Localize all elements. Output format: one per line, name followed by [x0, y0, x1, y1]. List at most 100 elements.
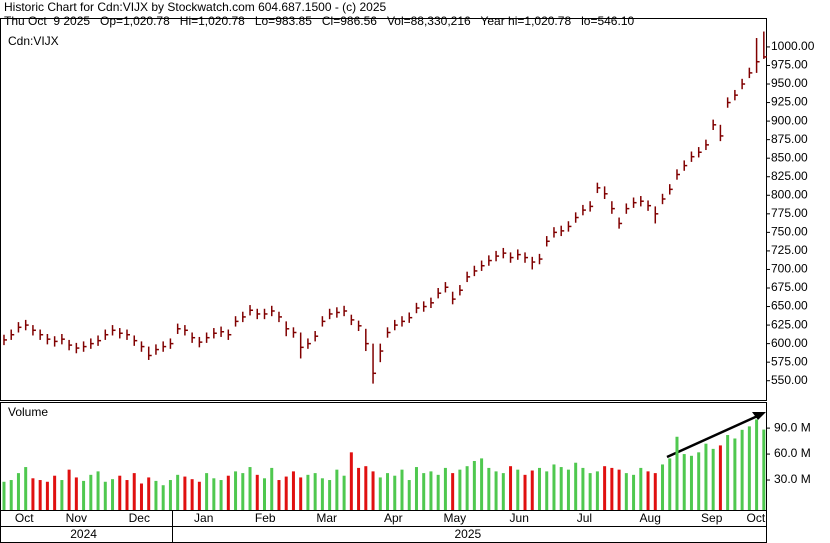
- y-tick-label: 750.00: [771, 225, 808, 239]
- volume-bar: [219, 480, 223, 510]
- volume-bar: [60, 480, 64, 510]
- volume-bar: [595, 471, 599, 510]
- y-tick-label: 700.00: [771, 262, 808, 276]
- volume-bar: [566, 469, 570, 510]
- volume-bar: [364, 466, 368, 510]
- volume-bar: [733, 438, 737, 510]
- volume-bar: [436, 474, 440, 510]
- x-tick-label: Dec: [129, 511, 150, 525]
- volume-bar: [704, 443, 708, 510]
- y-tick-label: 950.00: [771, 76, 808, 90]
- volume-bar: [624, 473, 628, 510]
- volume-bar: [328, 480, 332, 510]
- y-tick-label: 675.00: [771, 280, 808, 294]
- volume-bar: [632, 474, 636, 510]
- volume-bar: [610, 467, 614, 510]
- x-tick-label: Jul: [577, 511, 592, 525]
- year-label: 2024: [70, 527, 97, 541]
- volume-bar: [53, 475, 57, 510]
- y-tick-label: 975.00: [771, 58, 808, 72]
- volume-bar: [96, 471, 100, 510]
- x-tick-label: Oct: [15, 511, 34, 525]
- volume-bar: [740, 429, 744, 510]
- volume-bar: [581, 467, 585, 510]
- volume-bar: [480, 458, 484, 510]
- volume-bar: [234, 471, 238, 510]
- volume-bar: [603, 466, 607, 510]
- x-tick-label: Feb: [255, 511, 276, 525]
- header-line: Thu Oct 9 2025 Op=1,020.78 Hi=1,020.78 L…: [4, 14, 634, 28]
- trend-arrow: [752, 412, 766, 420]
- x-tick-label: Sep: [701, 511, 723, 525]
- volume-bar: [161, 485, 165, 510]
- volume-bar: [414, 467, 418, 510]
- volume-bar: [487, 467, 491, 510]
- volume-bar: [371, 471, 375, 510]
- volume-bar: [530, 470, 534, 510]
- volume-bar: [31, 478, 35, 510]
- volume-bar: [270, 467, 274, 510]
- volume-bar: [668, 458, 672, 510]
- volume-bar: [82, 480, 86, 510]
- year-label: 2025: [454, 527, 481, 541]
- y-tick-label: 60.0 M: [774, 446, 811, 460]
- y-tick-label: 575.00: [771, 354, 808, 368]
- volume-bar: [675, 436, 679, 510]
- volume-bar: [422, 473, 426, 510]
- price-frame: [0, 18, 767, 401]
- volume-bar: [291, 471, 295, 510]
- y-tick-label: 90.0 M: [774, 420, 811, 434]
- volume-bar: [407, 480, 411, 510]
- volume-bar: [465, 466, 469, 510]
- volume-bar: [38, 480, 42, 510]
- y-tick-label: 800.00: [771, 187, 808, 201]
- volume-bar: [588, 473, 592, 510]
- volume-bar: [697, 452, 701, 510]
- volume-bar: [111, 479, 115, 510]
- y-tick-label: 875.00: [771, 132, 808, 146]
- y-tick-label: 900.00: [771, 113, 808, 127]
- volume-bar: [16, 473, 20, 510]
- y-tick-label: 30.0 M: [774, 472, 811, 486]
- volume-bar: [205, 473, 209, 510]
- volume-bar: [299, 477, 303, 510]
- y-tick-label: 725.00: [771, 243, 808, 257]
- volume-bar: [89, 474, 93, 510]
- volume-bar: [689, 455, 693, 510]
- volume-bar: [197, 481, 201, 510]
- volume-bar: [545, 471, 549, 510]
- y-tick-label: 600.00: [771, 336, 808, 350]
- volume-bar: [74, 477, 78, 510]
- x-tick-label: Apr: [384, 511, 403, 525]
- volume-bar: [67, 469, 71, 510]
- volume-bar: [335, 469, 339, 510]
- volume-bar: [617, 469, 621, 510]
- y-tick-label: 825.00: [771, 169, 808, 183]
- volume-bar: [248, 467, 252, 510]
- volume-bar: [574, 462, 578, 510]
- x-tick-label: May: [443, 511, 466, 525]
- volume-bar: [458, 469, 462, 510]
- volume-bar: [646, 471, 650, 510]
- symbol-label: Cdn:VIJX: [8, 34, 59, 48]
- volume-bar: [190, 479, 194, 510]
- x-tick-label: Mar: [316, 511, 337, 525]
- volume-bar: [386, 473, 390, 510]
- volume-bar: [306, 474, 310, 510]
- volume-bar: [132, 473, 136, 510]
- x-tick-label: Jan: [194, 511, 213, 525]
- volume-bar: [726, 435, 730, 510]
- x-tick-label: Jun: [510, 511, 529, 525]
- volume-bar: [342, 475, 346, 510]
- y-tick-label: 1000.00: [771, 39, 815, 53]
- volume-bar: [393, 475, 397, 510]
- volume-bar: [762, 429, 766, 510]
- volume-bar: [168, 480, 172, 510]
- x-tick-label: Nov: [66, 511, 87, 525]
- volume-bar: [147, 477, 151, 510]
- volume-bar: [682, 454, 686, 510]
- volume-bar: [313, 473, 317, 510]
- volume-bar: [349, 452, 353, 510]
